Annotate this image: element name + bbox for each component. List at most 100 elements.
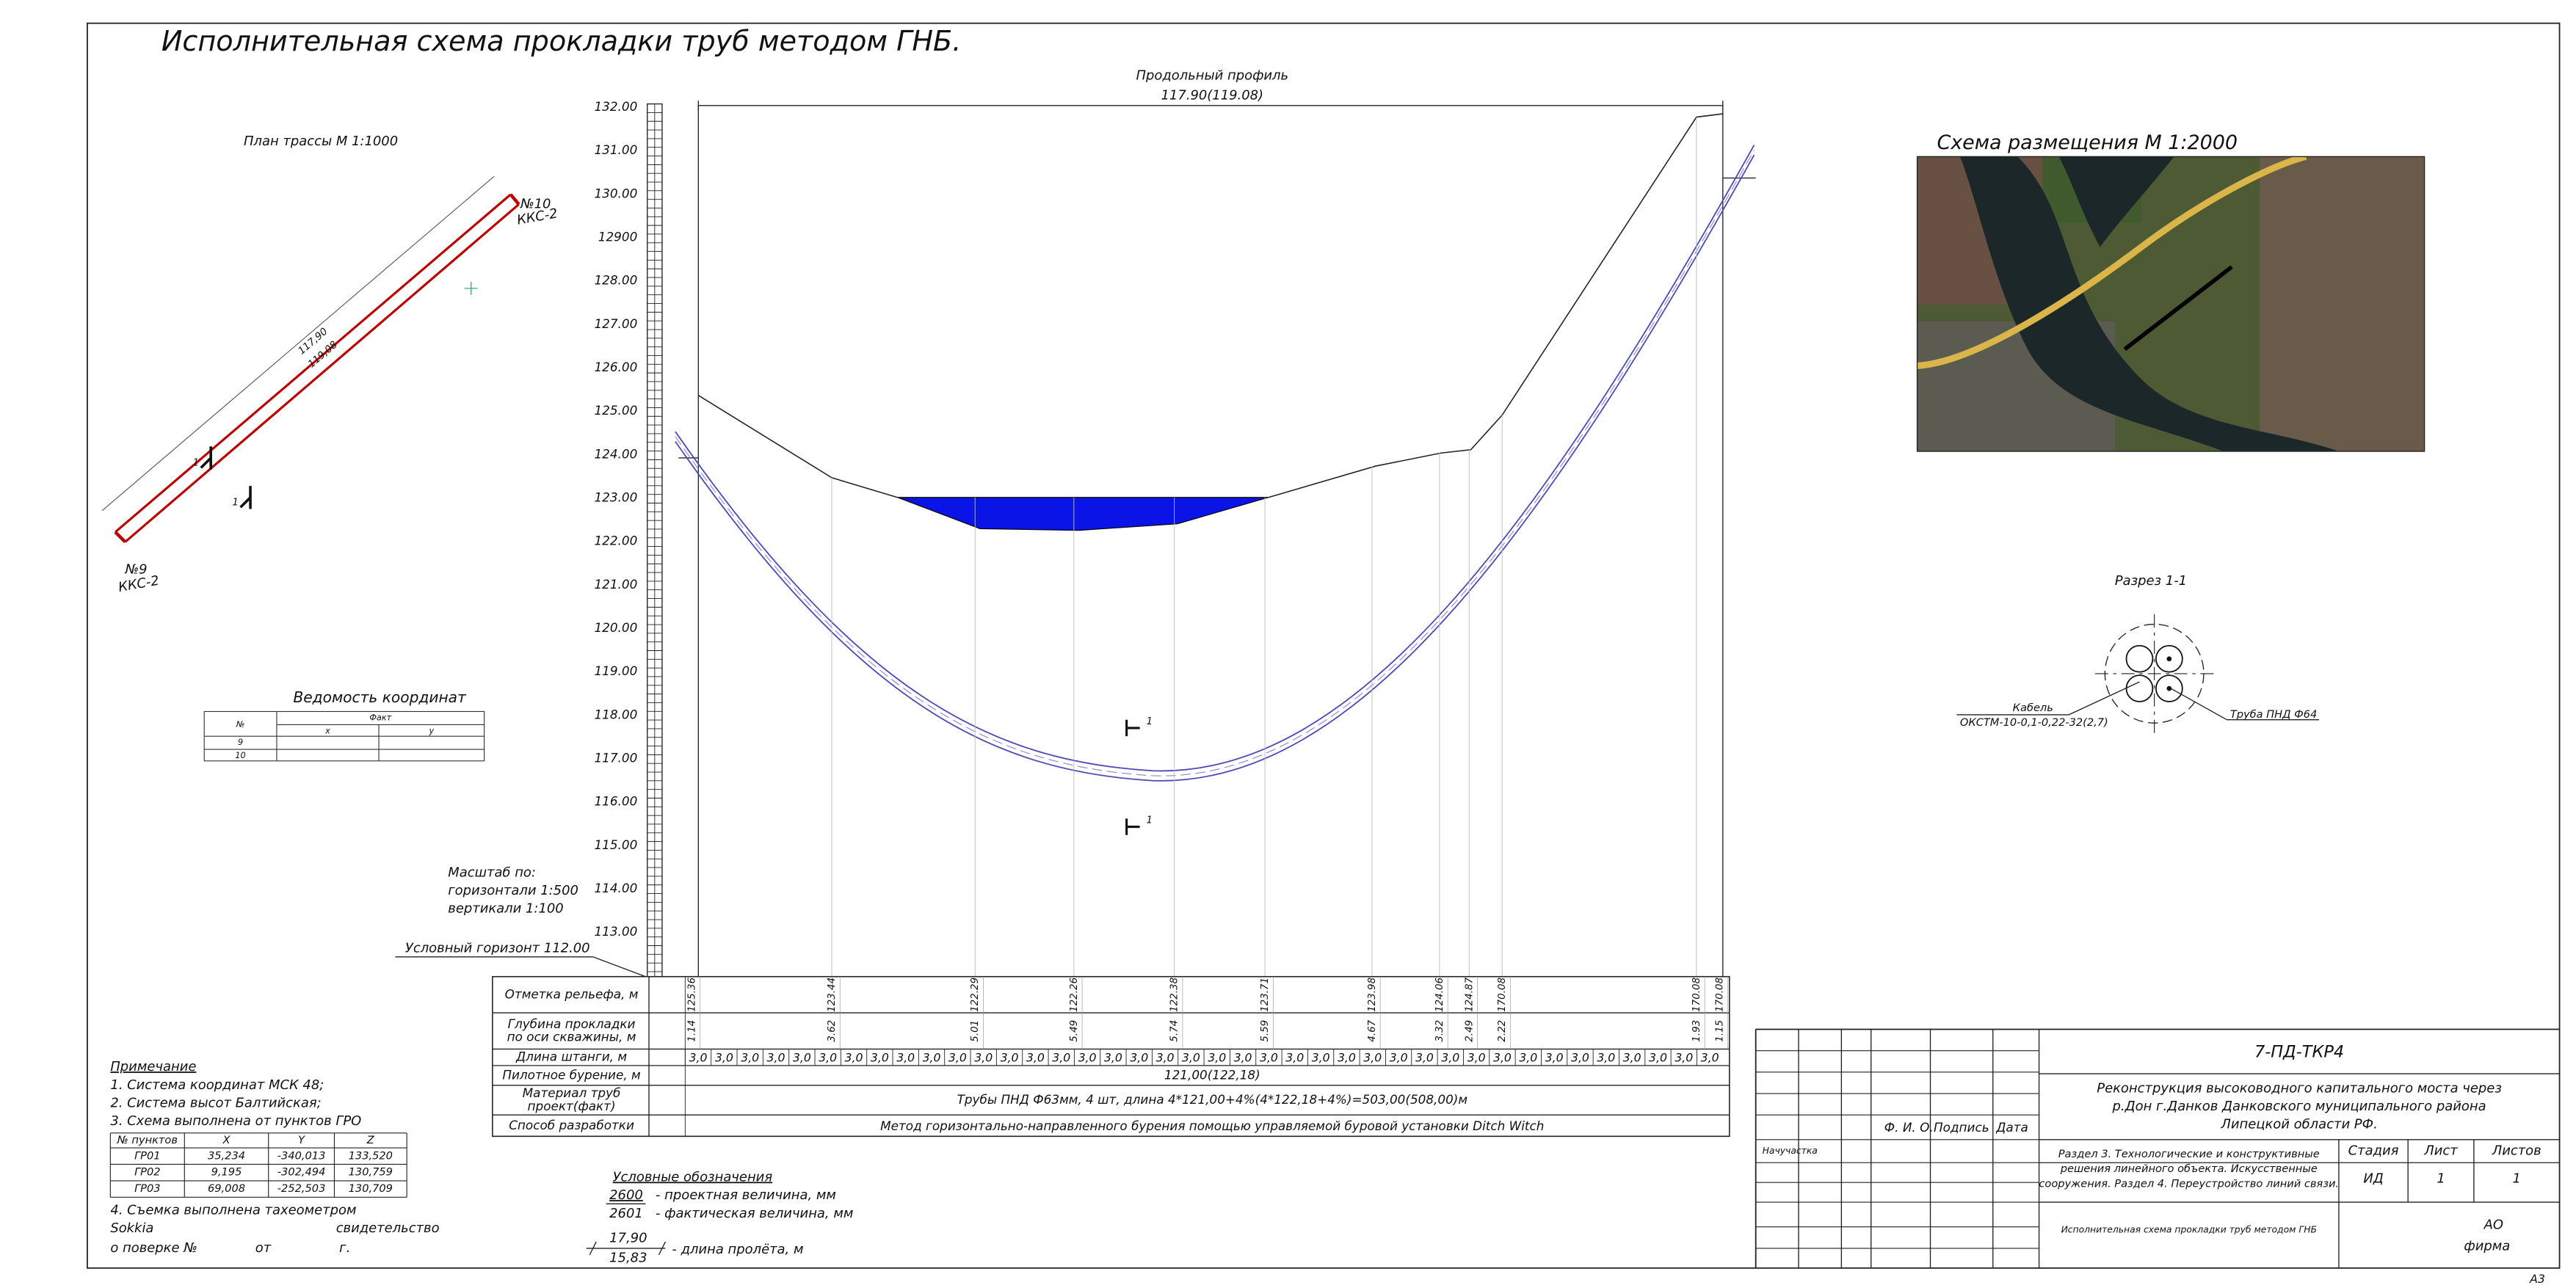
label: - проектная величина, мм: [656, 1187, 836, 1203]
label: Липецкой области РФ.: [2220, 1117, 2377, 1132]
label: фирма: [2464, 1239, 2510, 1254]
section-text: решения линейного объекта. Искусственные: [2060, 1163, 2318, 1175]
rod-length: 3,0: [1234, 1050, 1252, 1064]
depth: 2.22: [1497, 1020, 1508, 1042]
satellite-image: [1917, 156, 2425, 451]
label: 10: [235, 751, 245, 760]
y-label: 122.00: [594, 534, 637, 548]
notes-title: Примечание: [110, 1059, 196, 1074]
label: 1: [2437, 1171, 2445, 1187]
label: 17,90: [609, 1230, 647, 1245]
point-label: №9: [125, 562, 148, 578]
label: X: [222, 1134, 231, 1146]
rod-length: 3,0: [1675, 1050, 1693, 1064]
pilot: 121,00(122,18): [1164, 1067, 1260, 1082]
rod-length: 3,0: [819, 1050, 837, 1064]
y-label: 124.00: [594, 446, 637, 461]
label: x: [324, 726, 330, 735]
doc-code: 7-ПД-ТКР4: [2254, 1042, 2344, 1061]
y-label: 117.00: [594, 751, 637, 765]
legend-title: Условные обозначения: [613, 1169, 773, 1185]
y-label: 113.00: [594, 924, 637, 939]
label: Факт: [369, 713, 391, 722]
river: [1959, 156, 2339, 451]
elevation: 122.29: [970, 978, 981, 1012]
label: Дата: [1995, 1120, 2028, 1135]
scale-text: горизонтали 1:500: [448, 883, 578, 898]
y-label: 127.00: [594, 316, 637, 331]
rod-length: 3,0: [1571, 1050, 1589, 1064]
cable: [2166, 685, 2172, 691]
rod-length: 3,0: [767, 1050, 786, 1064]
label: Реконструкция высоководного капитального…: [2097, 1080, 2502, 1096]
elevation: 170.08: [1714, 978, 1725, 1012]
route-line: [2123, 265, 2233, 352]
label: Труба ПНД Ф64: [2230, 708, 2317, 721]
rod-length: 3,0: [715, 1050, 733, 1064]
rod-length: 3,0: [1130, 1050, 1148, 1064]
label: 130,759: [349, 1166, 393, 1179]
section-mark: [239, 486, 252, 509]
elevation: 170.08: [1497, 978, 1508, 1012]
scale-text: Масштаб по:: [448, 865, 536, 880]
dimension-line: [101, 175, 495, 512]
rod-length: 3,0: [1156, 1050, 1175, 1064]
axis-line: [2094, 614, 2214, 733]
label: - длина пролёта, м: [672, 1242, 803, 1257]
elevation: 122.26: [1069, 978, 1080, 1012]
rod-length: 3,0: [1285, 1050, 1304, 1064]
pipe-line: [675, 154, 1755, 782]
y-label: 128.00: [594, 273, 637, 288]
label: Стадия: [2348, 1143, 2399, 1159]
label: свидетельство: [336, 1220, 440, 1236]
road: [1917, 156, 2307, 369]
row-label: Отметка рельефа, м: [505, 986, 639, 1001]
rod-length: 3,0: [1052, 1050, 1070, 1064]
format: А3: [2529, 1272, 2545, 1286]
label: Ф. И. О.: [1884, 1120, 1934, 1135]
y-label: 12900: [598, 230, 637, 244]
terrain-patch: [2260, 156, 2425, 451]
scale-text: вертикали 1:100: [448, 901, 563, 917]
depth: 5.74: [1169, 1020, 1180, 1042]
label: 69,008: [208, 1182, 245, 1195]
label: 1. Система координат МСК 48;: [110, 1077, 324, 1093]
cross: [464, 281, 478, 295]
rod-length: 3,0: [1363, 1050, 1382, 1064]
y-label: 119.00: [594, 663, 637, 678]
rod-length: 3,0: [1182, 1050, 1200, 1064]
route-line: [124, 203, 520, 543]
horizon-label: Условный горизонт 112.00: [405, 941, 590, 956]
label: 2601: [609, 1206, 643, 1221]
material: Трубы ПНД Ф63мм, 4 шт, длина 4*121,00+4%…: [957, 1092, 1468, 1107]
y-label: 132.00: [594, 99, 637, 114]
point-label: №10: [520, 196, 551, 211]
section-label: 1: [193, 458, 200, 469]
y-label: 120.00: [594, 620, 637, 635]
label: Y: [298, 1134, 305, 1146]
section-text: сооружения. Раздел 4. Переустройство лин…: [2039, 1177, 2339, 1190]
drawing-title: Исполнительная схема прокладки труб мето…: [162, 25, 961, 57]
rod-length: 3,0: [1026, 1050, 1045, 1064]
map-frame: [1916, 156, 2426, 452]
elevation: 125.36: [686, 978, 697, 1012]
label: АО: [2484, 1217, 2503, 1232]
rod-length: 3,0: [1441, 1050, 1459, 1064]
label: Sokkia: [110, 1220, 153, 1236]
label: 1: [2513, 1171, 2521, 1187]
rod-length: 3,0: [1260, 1050, 1278, 1064]
section-mark: [1125, 719, 1140, 737]
label: ИД: [2363, 1171, 2383, 1187]
label: -340,013: [277, 1149, 326, 1162]
label: Лист: [2423, 1143, 2458, 1159]
label: 2600: [609, 1187, 643, 1203]
row-label: Способ разработки: [509, 1118, 634, 1132]
y-label: 126.00: [594, 360, 637, 374]
y-label: 121.00: [594, 577, 637, 592]
pipe-section: [2155, 644, 2183, 673]
label: Подпись: [1934, 1120, 1989, 1135]
label: -252,503: [277, 1182, 326, 1195]
y-label: 114.00: [594, 881, 637, 895]
rod-length: 3,0: [1519, 1050, 1537, 1064]
rod-length: 3,0: [1104, 1050, 1122, 1064]
